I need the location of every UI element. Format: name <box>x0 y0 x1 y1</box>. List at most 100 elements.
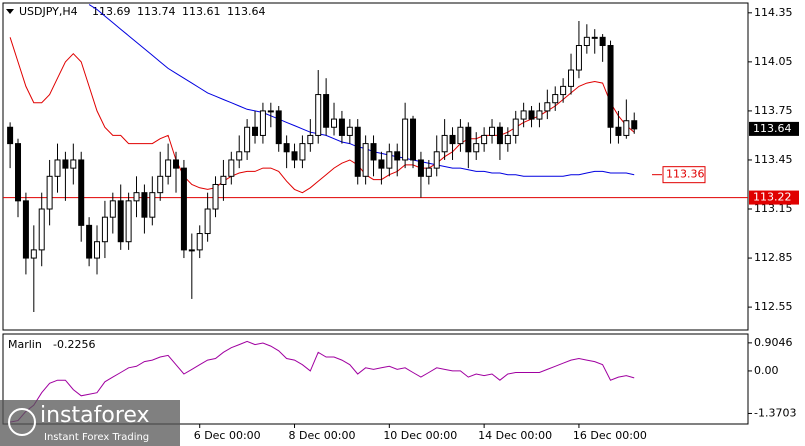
candle-body <box>46 175 53 210</box>
price-label-box <box>662 166 706 184</box>
candle-body <box>489 126 496 136</box>
candle-body <box>465 126 472 153</box>
y-tick-label: 0.00 <box>754 364 779 377</box>
price-label: 113.36 <box>666 168 705 181</box>
candle-body <box>165 159 172 177</box>
candle-body <box>441 134 448 153</box>
candle-body <box>157 175 164 194</box>
candle-body <box>101 216 108 243</box>
candle-body <box>425 167 432 177</box>
current-price-label: 113.64 <box>753 122 792 135</box>
candle-body <box>402 118 409 161</box>
candle-body <box>323 94 330 128</box>
ohlc-low: 113.61 <box>182 5 221 18</box>
candle-body <box>417 159 424 177</box>
candle-body <box>38 208 45 251</box>
x-tick-label: 8 Dec 00:00 <box>289 429 356 442</box>
candle-body <box>473 143 480 153</box>
x-tick-label: 6 Dec 00:00 <box>194 429 261 442</box>
candle-body <box>275 110 282 145</box>
candle-body <box>291 151 298 161</box>
x-tick-label: 16 Dec 00:00 <box>573 429 647 442</box>
candle-body <box>149 192 156 218</box>
candle-body <box>449 134 456 145</box>
watermark-brand: instaforex <box>40 403 150 428</box>
candle-body <box>236 151 243 161</box>
candle-body <box>196 233 203 251</box>
x-tick-label: 10 Dec 00:00 <box>383 429 457 442</box>
candle-body <box>568 69 575 87</box>
watermark-tagline: Instant Forex Trading <box>44 432 149 443</box>
indicator-name: Marlin <box>8 338 42 351</box>
candle-body <box>15 143 22 202</box>
candle-body <box>70 159 77 169</box>
candle-body <box>133 192 140 202</box>
ohlc-open: 113.69 <box>92 5 131 18</box>
candle-body <box>228 159 235 177</box>
h-line-label: 113.22 <box>753 191 792 204</box>
h-line-box <box>749 190 799 205</box>
candle-body <box>607 45 614 128</box>
indicator-value: -0.2256 <box>53 338 95 351</box>
candle-body <box>544 102 551 112</box>
candle-body <box>315 94 322 136</box>
candle-body <box>283 143 290 153</box>
candle-body <box>631 120 638 130</box>
candle-body <box>267 110 274 113</box>
moving-average <box>88 4 635 177</box>
main-panel <box>2 2 749 331</box>
y-tick-label: 113.45 <box>754 153 793 166</box>
candle-body <box>173 159 180 169</box>
candle-body <box>520 110 527 120</box>
candle-body <box>394 151 401 161</box>
ohlc-close: 113.64 <box>227 5 266 18</box>
candle-body <box>410 118 417 161</box>
candle-body <box>560 85 567 96</box>
candle-body <box>338 118 345 136</box>
y-tick-label: -1.3703 <box>754 406 796 419</box>
candle-body <box>378 159 385 169</box>
candle-body <box>299 143 306 161</box>
candle-body <box>354 126 361 177</box>
candle-body <box>457 126 464 145</box>
candle-body <box>180 167 187 251</box>
candle-body <box>125 200 132 243</box>
candle-body <box>117 200 124 243</box>
x-tick-label: 14 Dec 00:00 <box>478 429 552 442</box>
indicator-line <box>10 340 635 423</box>
y-tick-label: 112.55 <box>754 300 793 313</box>
candle-body <box>481 134 488 145</box>
candle-body <box>109 200 116 218</box>
candle-body <box>188 249 195 252</box>
moving-average <box>9 37 635 194</box>
candle-body <box>615 126 622 136</box>
candle-body <box>86 224 93 259</box>
watermark-box <box>0 400 180 446</box>
candle-body <box>307 134 314 145</box>
candle-body <box>7 126 14 145</box>
candle-body <box>346 126 353 136</box>
y-tick-label: 113.15 <box>754 202 793 215</box>
candle-body <box>591 36 598 39</box>
candle-body <box>433 151 440 169</box>
y-tick-label: 114.35 <box>754 6 793 19</box>
candle-body <box>141 192 148 218</box>
candle-body <box>204 208 211 235</box>
candle-body <box>583 36 590 47</box>
watermark-logo <box>8 408 36 436</box>
symbol: USDJPY,H4 <box>19 5 78 18</box>
candle-body <box>370 143 377 161</box>
candle-body <box>362 143 369 177</box>
candle-body <box>62 159 69 169</box>
candle-body <box>94 241 101 259</box>
y-tick-label: 114.05 <box>754 55 793 68</box>
current-price-box <box>749 121 799 136</box>
candle-body <box>331 118 338 128</box>
candle-body <box>252 126 259 136</box>
candle-body <box>220 175 227 185</box>
y-tick-label: 113.75 <box>754 104 793 117</box>
candle-body <box>512 118 519 136</box>
ohlc-high: 113.74 <box>137 5 176 18</box>
